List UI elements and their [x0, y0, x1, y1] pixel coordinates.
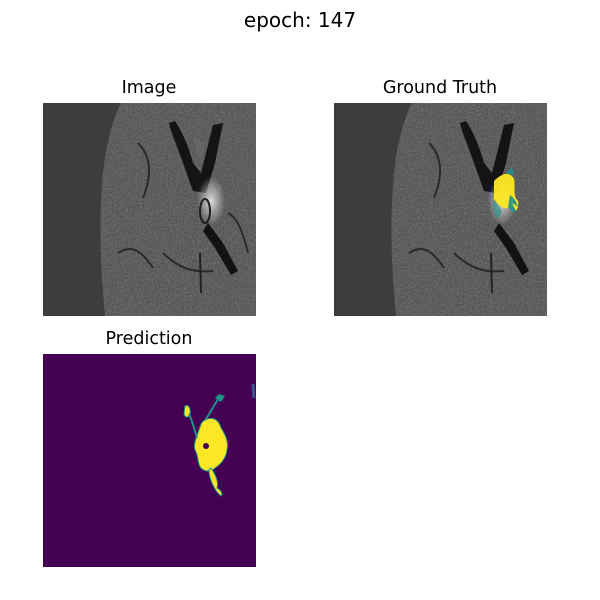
- figure-title: epoch: 147: [243, 8, 357, 32]
- prediction-panel: [43, 354, 256, 567]
- ground-truth-panel: [334, 103, 547, 316]
- mri-image: [43, 103, 256, 316]
- mri-image-panel: [43, 103, 256, 316]
- ground-truth-image: [334, 103, 547, 316]
- ground-truth-panel-title: Ground Truth: [382, 78, 498, 98]
- image-panel-title: Image: [121, 78, 177, 98]
- prediction-mask: [43, 354, 256, 567]
- prediction-panel-title: Prediction: [105, 329, 193, 349]
